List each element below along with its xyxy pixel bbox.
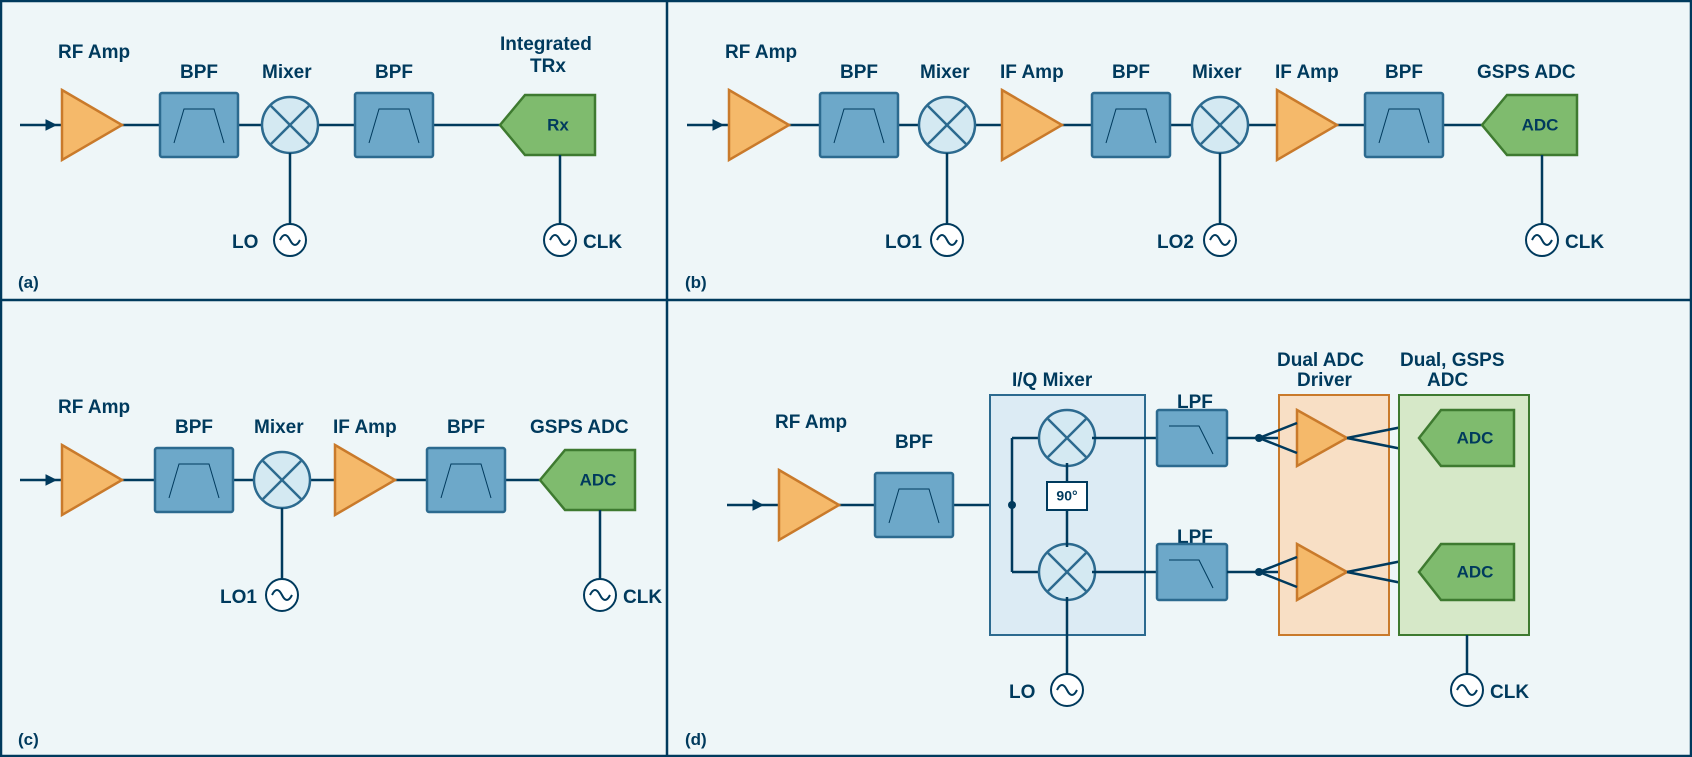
dualadc-label2: ADC [1427, 370, 1468, 391]
clk-osc-icon [1451, 674, 1483, 706]
lo2-label: LO2 [1157, 232, 1194, 253]
lo2-osc-icon [1204, 224, 1236, 256]
clk-label: CLK [1565, 232, 1604, 253]
lo1-osc-icon [266, 579, 298, 611]
bpf3-label: BPF [1385, 62, 1423, 83]
bpf-icon [355, 93, 433, 157]
dualadc-label1: Dual, GSPS [1400, 350, 1505, 371]
lpf-icon [1157, 544, 1227, 600]
gsps-adc-label: GSPS ADC [1477, 62, 1576, 83]
bpf-icon [1092, 93, 1170, 157]
driver-label1: Dual ADC [1277, 350, 1364, 371]
clk-label: CLK [583, 232, 622, 253]
ninety-label: 90° [1056, 488, 1077, 504]
ifamp-label: IF Amp [1000, 62, 1064, 83]
bpf1-label: BPF [180, 62, 218, 83]
bpf-icon [160, 93, 238, 157]
iq-mixer-bot-icon [1039, 544, 1095, 600]
rx-text: Rx [547, 115, 569, 134]
panel-d-label: (d) [685, 730, 707, 749]
ifamp-label: IF Amp [333, 417, 397, 438]
bpf-icon [427, 448, 505, 512]
bpf-icon [820, 93, 898, 157]
bpf-label: BPF [175, 417, 213, 438]
iq-mixer-top-icon [1039, 410, 1095, 466]
lo-label: LO [1009, 682, 1035, 703]
trx-label1: Integrated [500, 34, 592, 55]
mixer-icon [262, 97, 318, 153]
adc-text: ADC [580, 470, 617, 489]
lo1-label: LO1 [220, 587, 257, 608]
clk-label: CLK [1490, 682, 1529, 703]
lo-osc-icon [1051, 674, 1083, 706]
mixer-label: Mixer [920, 62, 970, 83]
lo-label: LO [232, 232, 258, 253]
adc-text: ADC [1522, 115, 1559, 134]
clk-osc-icon [544, 224, 576, 256]
bpf-icon [875, 473, 953, 537]
ifamp2-label: IF Amp [1275, 62, 1339, 83]
panel-b-label: (b) [685, 273, 707, 292]
rf-architecture-diagram: (a) (b) (c) (d) RF Amp BPF Mixer LO BPF … [0, 0, 1692, 757]
rfamp-label: RF Amp [58, 397, 130, 418]
adc-top-text: ADC [1457, 428, 1494, 447]
bpf-label: BPF [840, 62, 878, 83]
panel-a-label: (a) [18, 273, 39, 292]
clk-osc-icon [1526, 224, 1558, 256]
trx-label2: TRx [530, 56, 566, 77]
mixer-icon [919, 97, 975, 153]
bpf-icon [155, 448, 233, 512]
mixer-label: Mixer [262, 62, 312, 83]
bpf2-label: BPF [447, 417, 485, 438]
bpf-label: BPF [895, 432, 933, 453]
lo1-osc-icon [931, 224, 963, 256]
panel-c-label: (c) [18, 730, 39, 749]
lo-osc-icon [274, 224, 306, 256]
bpf-label: BPF [1112, 62, 1150, 83]
bpf-icon [1365, 93, 1443, 157]
iqmixer-label: I/Q Mixer [1012, 370, 1093, 391]
gsps-adc-label: GSPS ADC [530, 417, 629, 438]
bpf2-label: BPF [375, 62, 413, 83]
mixer-label: Mixer [254, 417, 304, 438]
rfamp-label: RF Amp [725, 42, 797, 63]
mixer2-icon [1192, 97, 1248, 153]
mixer2-label: Mixer [1192, 62, 1242, 83]
lpf-icon [1157, 410, 1227, 466]
adc-bot-text: ADC [1457, 562, 1494, 581]
mixer-icon [254, 452, 310, 508]
driver-label2: Driver [1297, 370, 1353, 391]
rfamp-label: RF Amp [775, 412, 847, 433]
clk-osc-icon [584, 579, 616, 611]
clk-label: CLK [623, 587, 662, 608]
lo1-label: LO1 [885, 232, 922, 253]
rfamp-label: RF Amp [58, 42, 130, 63]
